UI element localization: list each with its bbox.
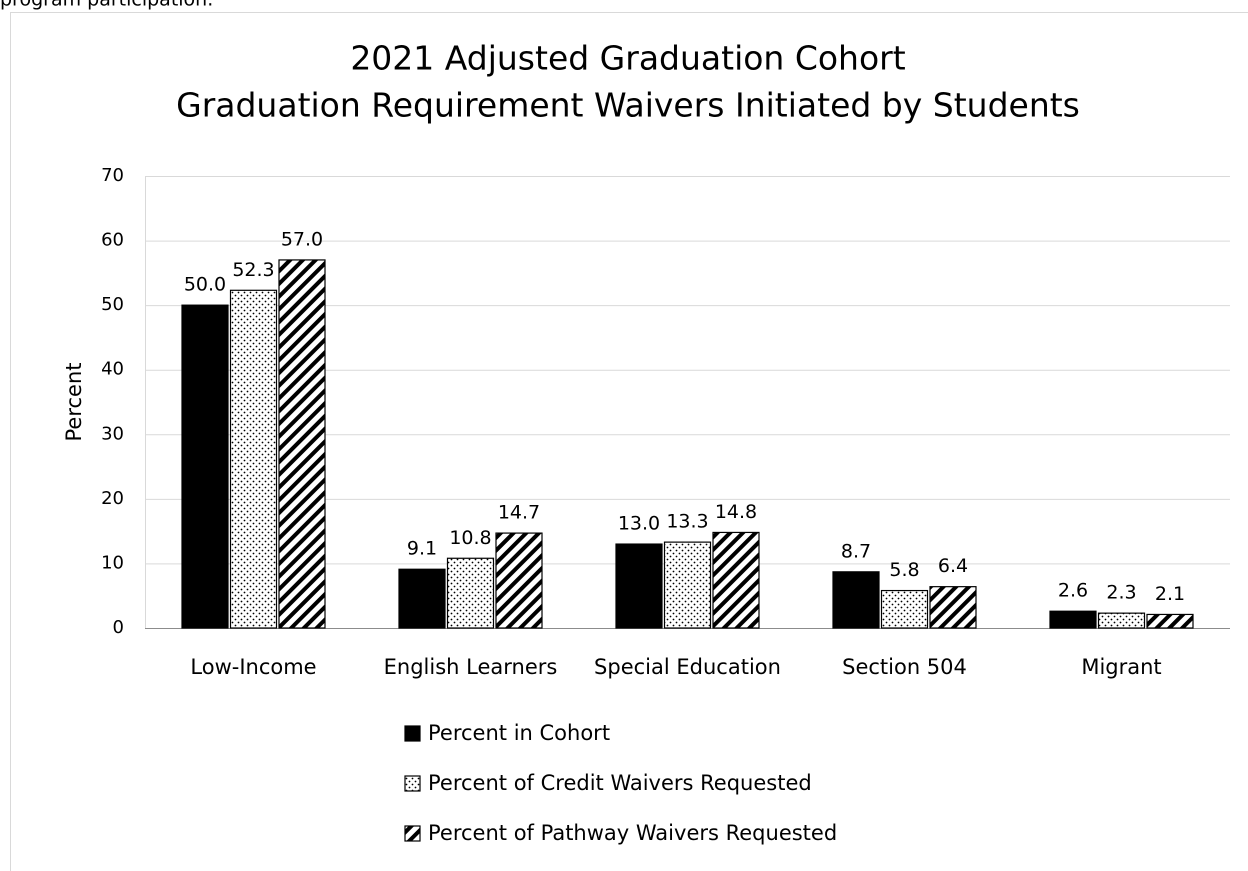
y-tick-label: 40 [101,359,124,380]
y-tick-label: 50 [101,294,124,315]
value-label: 13.0 [618,513,660,535]
bar [181,304,229,629]
value-label: 8.7 [841,540,871,562]
bar [495,532,543,629]
value-label: 10.8 [449,527,491,549]
bar [615,543,663,629]
legend-swatch [404,725,421,742]
bar [278,259,326,629]
value-label: 6.4 [938,555,968,577]
legend-label: Percent of Credit Waivers Requested [428,771,812,795]
bar [880,589,929,629]
value-label: 2.1 [1155,583,1185,605]
value-label: 13.3 [666,511,708,533]
legend-swatch [404,775,421,792]
chart-subtitle: Graduation Requirement Waivers Initiated… [176,86,1080,125]
bar [398,568,446,629]
value-label: 9.1 [407,538,437,560]
legend-swatch [404,825,421,842]
bar [1097,612,1146,629]
value-label: 14.8 [715,501,757,523]
value-label: 5.8 [889,559,919,581]
y-tick-label: 20 [101,488,124,509]
x-tick-label: Migrant [1081,655,1161,679]
value-label: 14.7 [498,502,540,524]
x-tick-label: Special Education [594,655,781,679]
value-label: 50.0 [184,274,226,296]
legend-label: Percent of Pathway Waivers Requested [428,821,837,845]
x-tick-label: English Learners [384,655,558,679]
y-tick-label: 30 [101,423,124,444]
bar [832,571,880,629]
value-label: 2.3 [1106,582,1136,604]
bar [663,541,712,629]
y-tick-label: 0 [113,617,124,638]
value-label: 2.6 [1058,580,1088,602]
value-label: 52.3 [232,259,274,281]
bar [1049,610,1097,629]
x-tick-label: Low-Income [190,655,316,679]
bar [712,531,760,629]
legend-label: Percent in Cohort [428,721,610,745]
note: program participation. [0,0,213,11]
bar [929,586,977,629]
value-label: 57.0 [281,228,323,250]
y-tick-label: 60 [101,230,124,251]
y-axis-label: Percent [62,362,86,441]
x-tick-label: Section 504 [842,655,967,679]
y-tick-label: 10 [101,552,124,573]
bar [1146,613,1194,629]
y-tick-label: 70 [101,165,124,186]
bar [229,289,278,629]
chart-title: 2021 Adjusted Graduation Cohort [350,39,905,78]
bar [446,557,495,629]
